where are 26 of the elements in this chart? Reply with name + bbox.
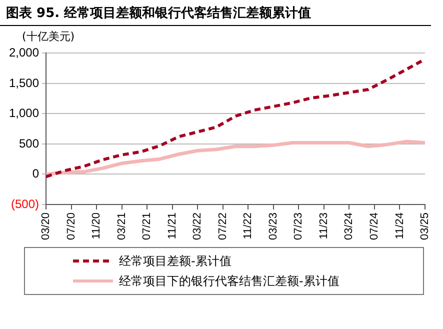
x-tick-label: 03/21 [116,212,128,240]
legend-label: 经常项目差额-累计值 [119,252,232,270]
x-tick-label: 03/22 [192,212,204,240]
y-axis-title: (十亿美元) [21,29,76,43]
x-tick-label: 03/20 [40,212,52,240]
x-tick-label: 11/24 [394,212,406,240]
y-tick-label: 1,500 [9,76,40,90]
y-tick-label: (500) [11,196,40,211]
x-tick-label: 03/25 [419,212,432,240]
y-tick-label: 1,000 [9,106,40,120]
y-tick-label: 500 [19,136,40,150]
y-tick-label: 0 [32,166,40,181]
y-tick-label: 2,000 [9,46,40,60]
x-tick-label: 07/23 [292,212,305,240]
x-tick-label: 07/20 [65,212,78,240]
x-tick-label: 11/20 [90,212,103,240]
x-tick-label: 07/24 [368,212,380,240]
legend-label: 经常项目下的银行代客结售汇差额-累计值 [119,272,340,290]
x-tick-label: 03/23 [267,212,280,240]
x-tick-label: 11/22 [242,212,254,240]
x-tick-label: 07/21 [141,212,154,240]
chart-title: 图表 95. 经常项目差额和银行代客结售汇差额累计值 [0,0,431,26]
x-tick-label: 03/24 [343,212,356,240]
x-tick-label: 11/21 [166,212,178,240]
x-tick-label: 11/23 [318,212,330,240]
x-tick-label: 07/22 [216,212,229,240]
